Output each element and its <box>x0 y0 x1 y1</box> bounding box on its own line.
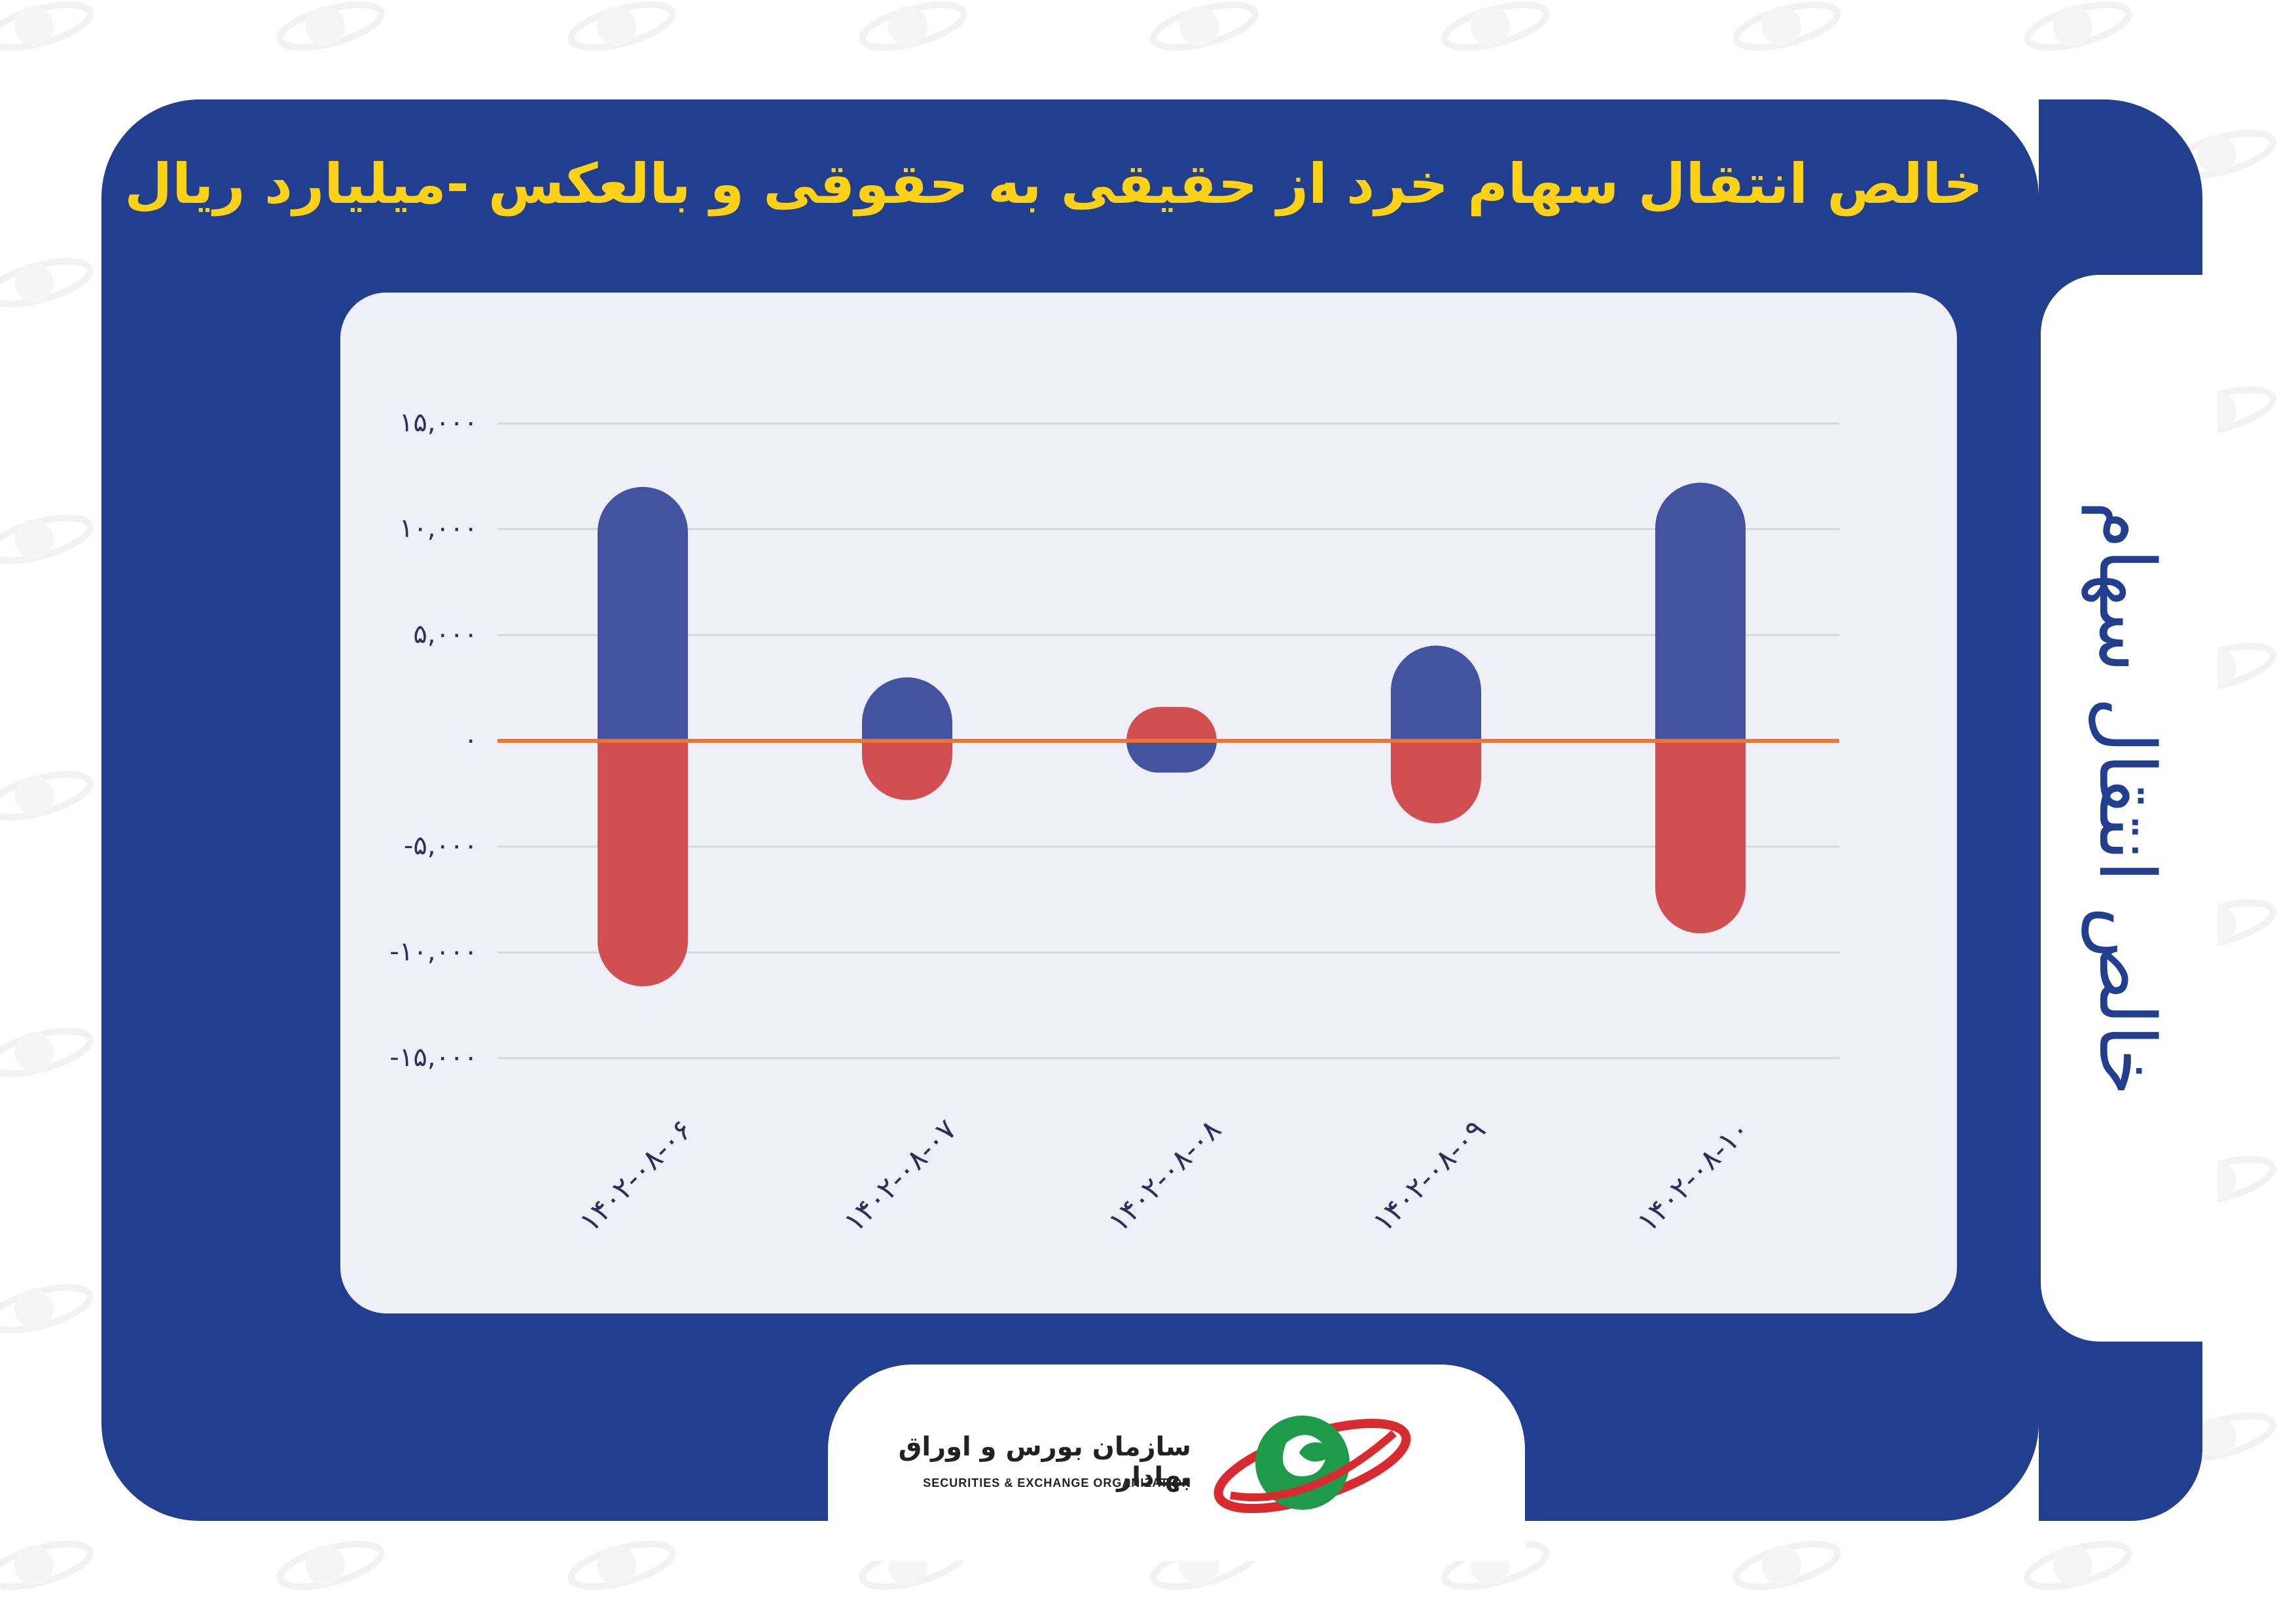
watermark-logo-icon <box>1732 1541 1841 1590</box>
gridlines <box>497 422 1839 1060</box>
watermark-logo-icon <box>1150 1 1259 51</box>
watermark-logo-icon <box>0 514 94 564</box>
footer-tab <box>828 1364 1525 1561</box>
watermark-logo-icon <box>2024 1541 2132 1590</box>
watermark-logo-icon <box>0 1284 94 1334</box>
bar-series-2 <box>862 741 952 800</box>
side-title: خالص انتقال سهام <box>2082 501 2172 1096</box>
watermark-logo-icon <box>276 1 385 51</box>
y-tick-label: -۵,۰۰۰ <box>404 831 478 861</box>
y-tick-label: -۱۵,۰۰۰ <box>389 1043 478 1073</box>
watermark-logo-icon <box>567 1 676 51</box>
bar-series-1 <box>598 487 688 741</box>
x-tick-label: ۱۴۰۲-۰۸-۰۸ <box>1102 1113 1228 1239</box>
organization-name: سازمان بورس و اوراق بهادار <box>898 1432 1191 1492</box>
watermark-logo-icon <box>0 258 94 308</box>
bar-series-1 <box>1126 741 1217 773</box>
chart: ۱۵,۰۰۰ ۱۰,۰۰۰ ۵,۰۰۰ ۰ -۵,۰۰۰ -۱۰,۰۰۰ -۱۵,۰۰۰ ۱۴… <box>389 408 1839 1239</box>
bar-series-1 <box>1391 645 1481 741</box>
bar-series-2 <box>1126 707 1217 741</box>
page-title: خالص انتقال سهام خرد از حقیقی به حقوقی و… <box>124 152 1983 216</box>
watermark-logo-icon <box>567 1541 676 1590</box>
x-tick-label: ۱۴۰۲-۰۸-۰۶ <box>573 1113 699 1239</box>
y-tick-label: ۵,۰۰۰ <box>413 619 478 649</box>
watermark-logo-icon <box>0 1027 94 1077</box>
organization-logo-icon <box>1213 1416 1411 1514</box>
watermark-logo-icon <box>2024 1 2132 51</box>
chart-card: ۱۵,۰۰۰ ۱۰,۰۰۰ ۵,۰۰۰ ۰ -۵,۰۰۰ -۱۰,۰۰۰ -۱۵,۰۰۰ ۱۴… <box>340 293 1957 1313</box>
watermark-logo-icon <box>0 1541 94 1590</box>
y-tick-label: ۰ <box>464 725 478 755</box>
watermark-logo-icon <box>0 1 94 51</box>
watermark-logo-icon <box>0 771 94 821</box>
watermark-logo-icon <box>1441 1 1550 51</box>
x-tick-label: ۱۴۰۲-۰۸-۱۰ <box>1631 1113 1757 1239</box>
watermark-logo-icon <box>859 1 967 51</box>
y-tick-label: ۱۵,۰۰۰ <box>399 408 478 438</box>
y-tick-label: ۱۰,۰۰۰ <box>399 514 478 544</box>
y-tick-label: -۱۰,۰۰۰ <box>389 936 478 967</box>
x-tick-label: ۱۴۰۲-۰۸-۰۷ <box>838 1113 963 1239</box>
organization-name-english: SECURITIES & EXCHANGE ORGANIZATION <box>923 1476 1191 1489</box>
bar-series-2 <box>1655 741 1746 934</box>
bar-series-2 <box>1391 741 1481 824</box>
side-panel <box>2041 275 2217 1342</box>
watermark-logo-icon <box>276 1541 385 1590</box>
x-tick-label: ۱۴۰۲-۰۸-۰۹ <box>1367 1113 1492 1239</box>
bar-series-2 <box>598 741 688 987</box>
bar-series-1 <box>862 677 952 741</box>
watermark-logo-icon <box>1732 1 1841 51</box>
bar-series-1 <box>1655 482 1746 741</box>
